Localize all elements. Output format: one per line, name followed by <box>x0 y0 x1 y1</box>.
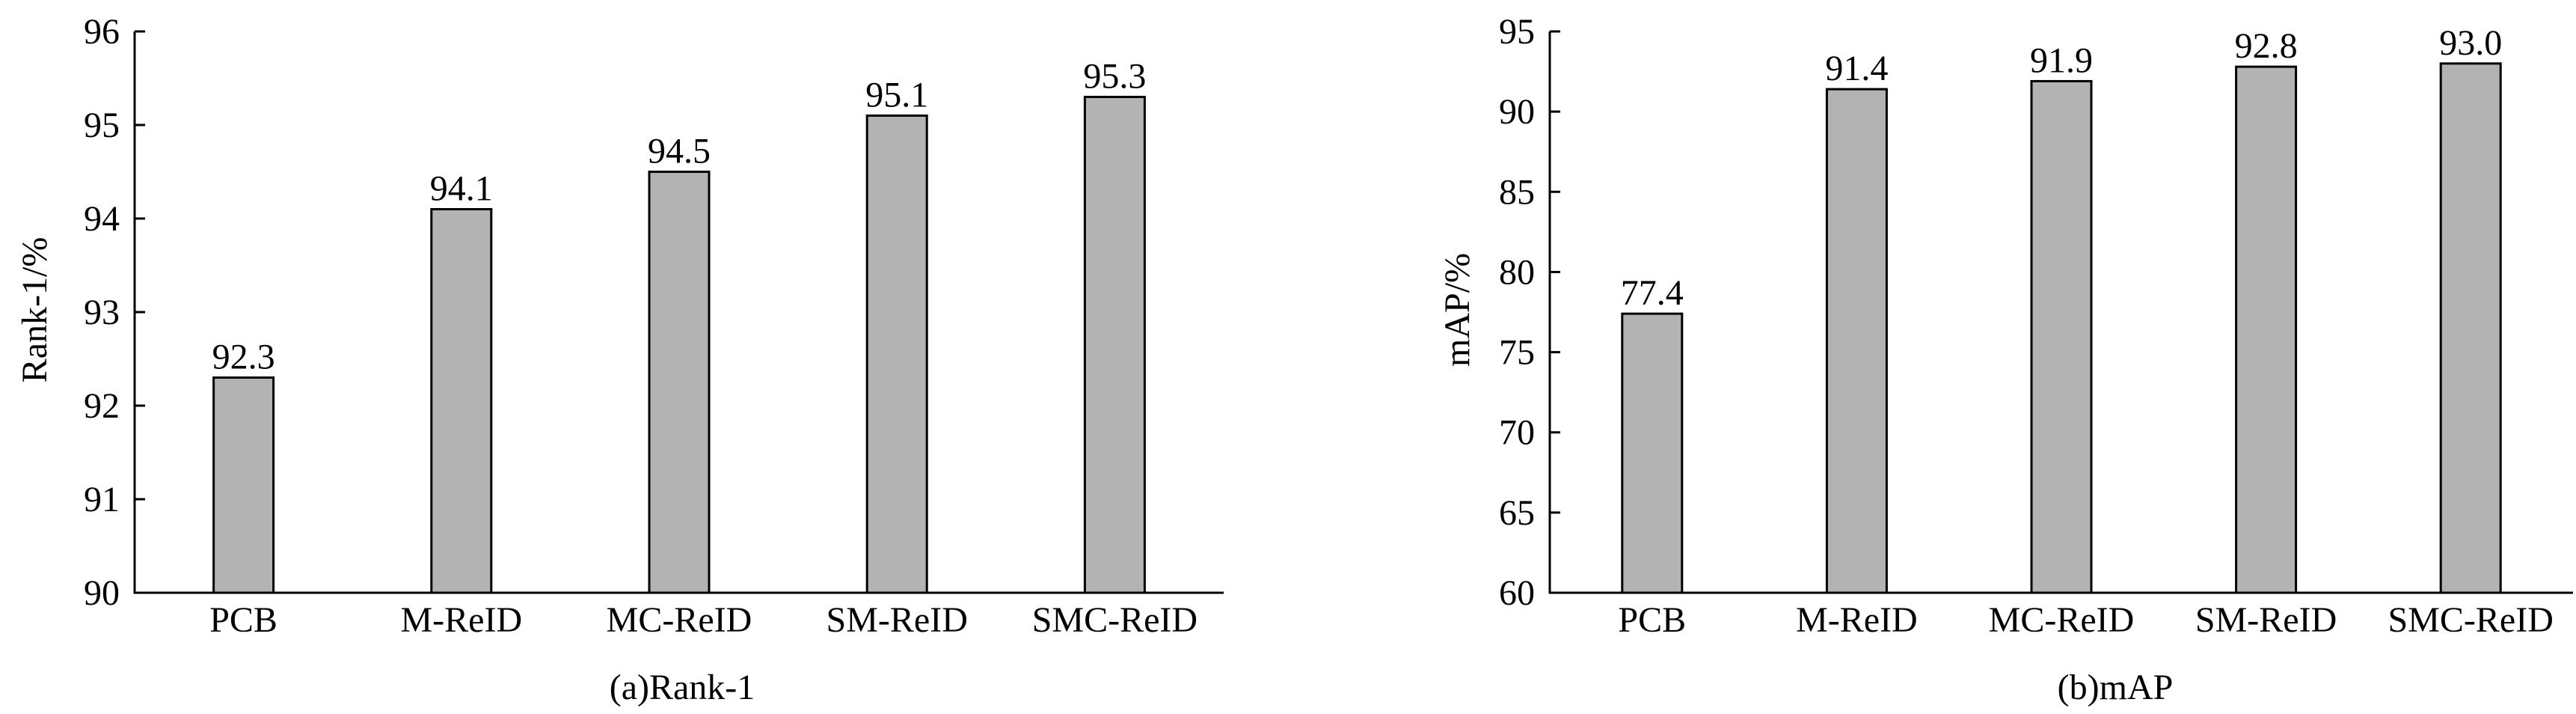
x-tick-label: SM-ReID <box>827 600 968 640</box>
y-tick-label: 85 <box>1499 172 1535 212</box>
x-tick-label: PCB <box>1618 600 1686 640</box>
data-label: 91.4 <box>1825 49 1888 88</box>
bar <box>1825 88 1888 594</box>
data-label: 94.5 <box>648 132 711 171</box>
x-tick-label: SMC-ReID <box>2388 600 2554 640</box>
plot-area-rank1: 90 91 92 93 94 95 96 92.3 PCB 94.1 M-ReID 94.5 MC-Re… <box>84 12 1224 640</box>
x-tick-label: M-ReID <box>1796 600 1918 640</box>
data-label: 91.9 <box>2030 40 2093 80</box>
data-label: 92.8 <box>2235 26 2298 66</box>
x-tick-label: M-ReID <box>400 600 522 640</box>
x-tick-label: SM-ReID <box>2195 600 2337 640</box>
bar <box>2235 65 2298 594</box>
data-label: 95.3 <box>1083 57 1146 97</box>
y-tick-label: 96 <box>84 12 120 52</box>
data-label: 95.1 <box>865 76 928 115</box>
x-tick-label: PCB <box>209 600 277 640</box>
y-tick-label: 65 <box>1499 493 1535 533</box>
y-tick-label: 91 <box>84 480 120 519</box>
y-tick-label: 80 <box>1499 252 1535 292</box>
chart-rank1: Rank-1/% 90 91 92 93 94 95 96 92.3 PCB 94.1 M-ReID… <box>15 12 1224 707</box>
y-tick-label: 94 <box>84 199 120 239</box>
data-label: 92.3 <box>212 338 275 377</box>
y-tick-label: 95 <box>84 106 120 145</box>
bar <box>212 376 275 594</box>
data-label: 94.1 <box>430 169 493 209</box>
x-tick-label: SMC-ReID <box>1032 600 1197 640</box>
y-tick-label: 92 <box>84 386 120 426</box>
y-tick-label: 90 <box>84 573 120 613</box>
y-tick-label: 95 <box>1499 12 1535 52</box>
y-axis-title-rank1: Rank-1/% <box>15 237 55 383</box>
y-tick-label: 93 <box>84 293 120 332</box>
bar <box>430 208 493 594</box>
plot-area-map: 60 65 70 75 80 85 90 95 77.4 PCB 91.4 M-ReID 91.9 MC-… <box>1499 12 2573 640</box>
bar <box>865 115 928 594</box>
y-tick-label: 60 <box>1499 573 1535 613</box>
bar <box>1621 312 1684 594</box>
bar <box>1083 96 1146 594</box>
bar <box>2030 79 2093 594</box>
y-tick-label: 75 <box>1499 333 1535 373</box>
bar <box>2439 62 2502 594</box>
y-axis-title-map: mAP/% <box>1438 253 1477 367</box>
caption-rank1: (a)Rank-1 <box>610 668 755 707</box>
x-tick-label: MC-ReID <box>1989 600 2135 640</box>
y-tick-label: 70 <box>1499 413 1535 453</box>
y-tick-label: 90 <box>1499 92 1535 132</box>
chart-map: mAP/% 60 65 70 75 80 85 90 95 77.4 PCB 91.4 M-ReID 9… <box>1438 12 2573 707</box>
data-label: 77.4 <box>1621 273 1684 313</box>
bar <box>648 171 711 594</box>
caption-map: (b)mAP <box>2058 668 2174 707</box>
x-tick-label: MC-ReID <box>607 600 752 640</box>
data-label: 93.0 <box>2439 23 2502 63</box>
